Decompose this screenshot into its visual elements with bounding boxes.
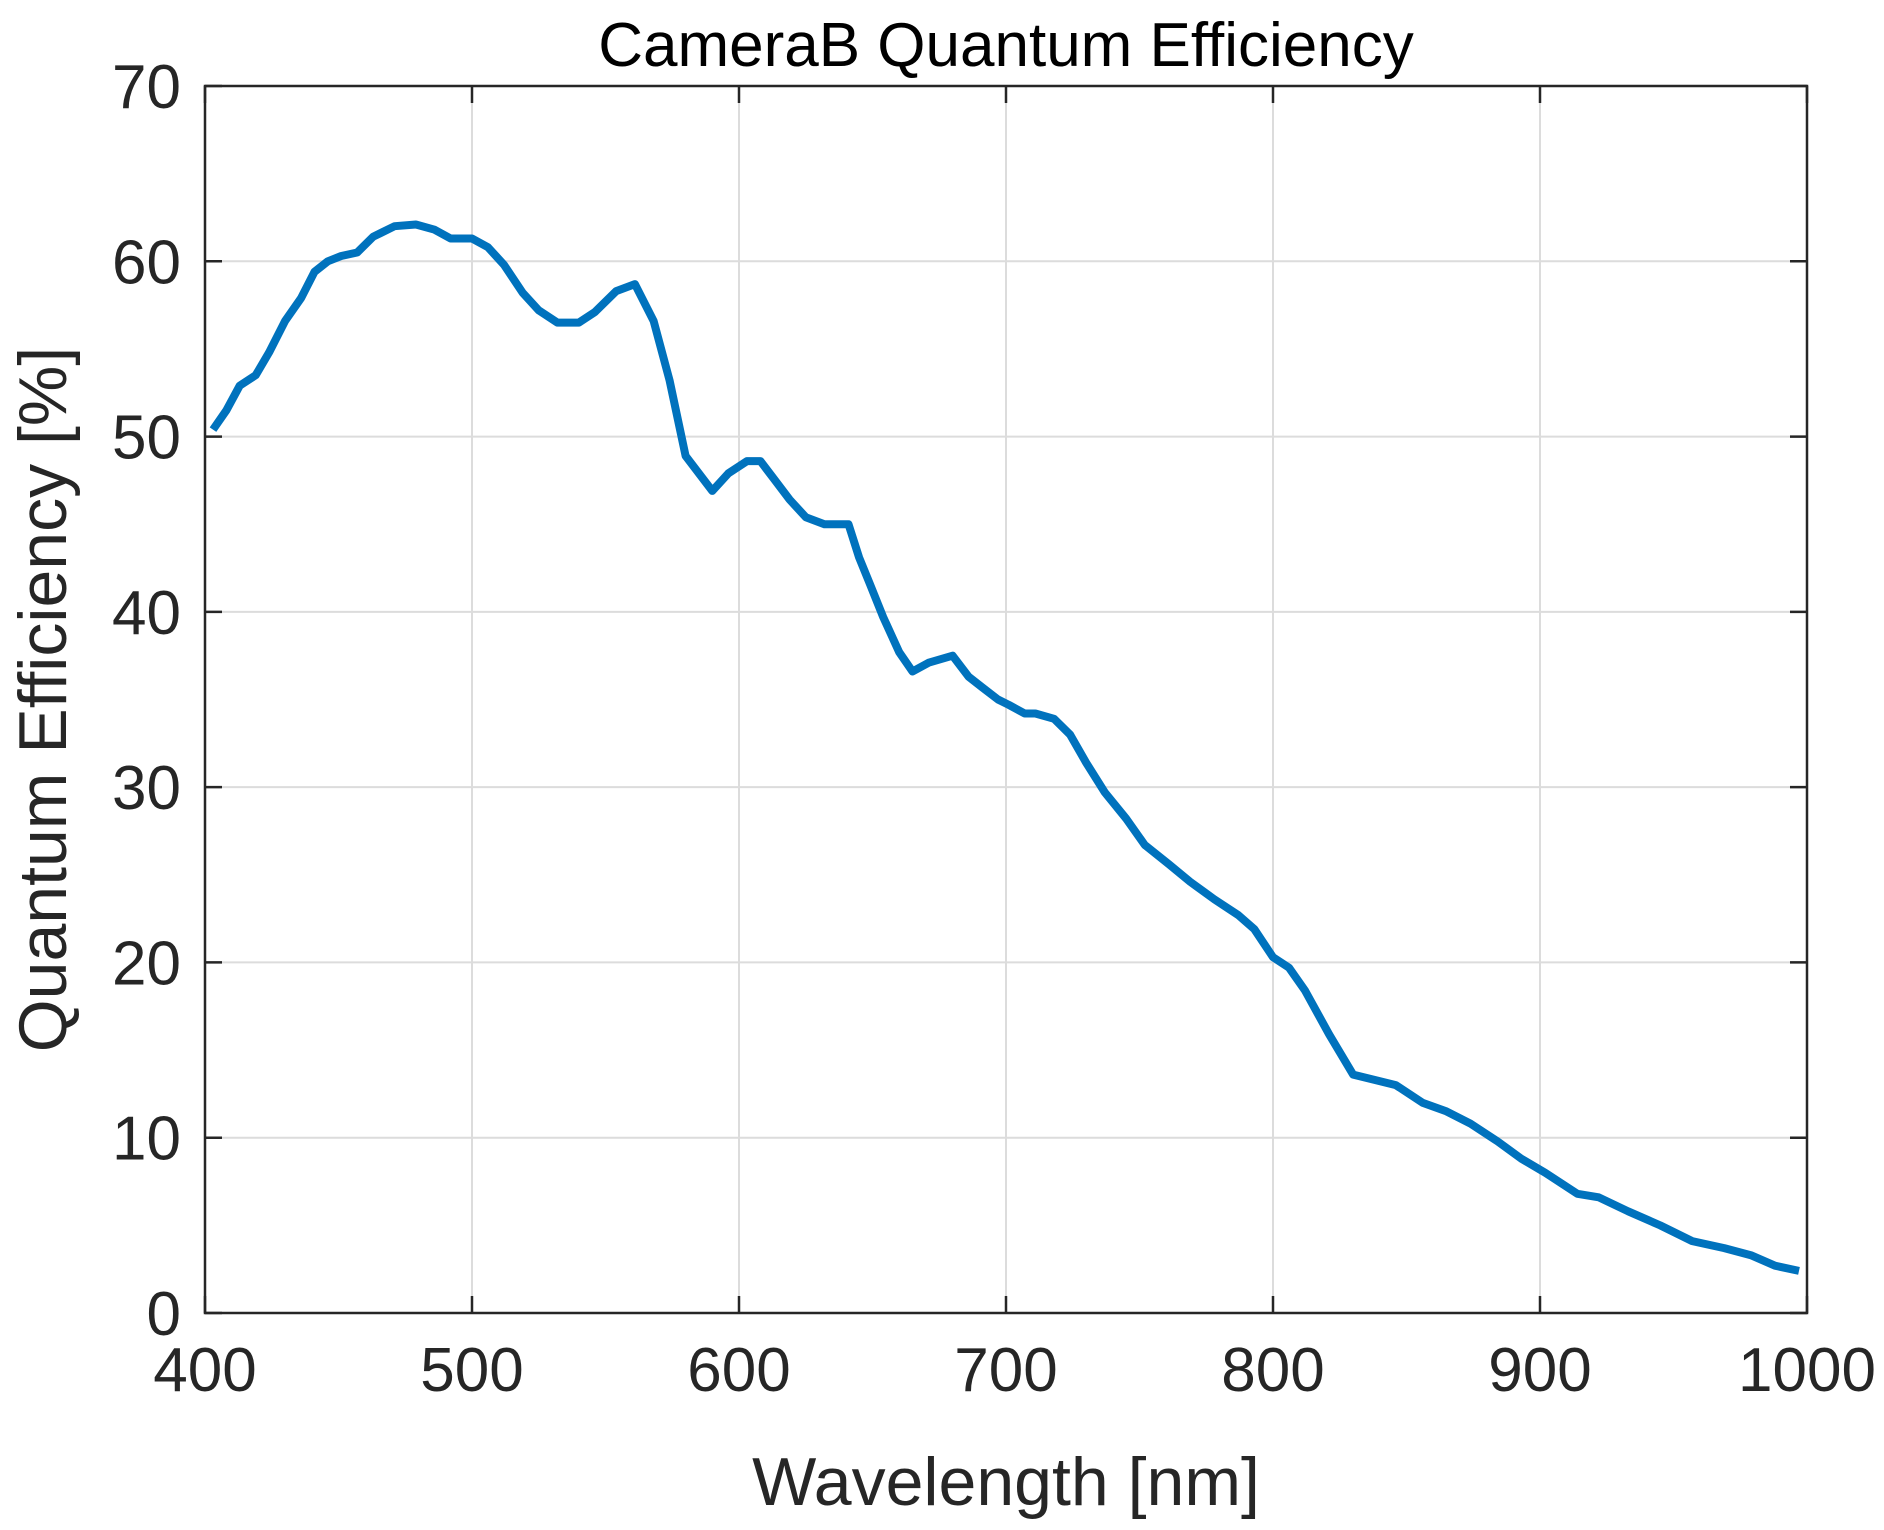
y-axis-title: Quantum Efficiency [%] <box>5 347 81 1053</box>
chart-title: CameraB Quantum Efficiency <box>598 11 1414 80</box>
y-tick-label: 60 <box>112 228 181 297</box>
x-tick-labels: 400 500 600 700 800 900 1000 <box>153 1336 1876 1405</box>
x-tick-label: 500 <box>420 1336 523 1405</box>
grid-lines <box>205 86 1807 1313</box>
y-tick-labels: 0 10 20 30 40 50 60 70 <box>112 53 181 1349</box>
tick-marks <box>203 84 1809 1315</box>
y-tick-label: 40 <box>112 579 181 648</box>
y-tick-label: 70 <box>112 53 181 122</box>
x-tick-label: 400 <box>153 1336 256 1405</box>
x-tick-label: 700 <box>954 1336 1057 1405</box>
x-tick-label: 800 <box>1221 1336 1324 1405</box>
series-line-qe <box>209 220 1800 1275</box>
y-tick-label: 10 <box>112 1105 181 1174</box>
x-tick-label: 900 <box>1488 1336 1591 1405</box>
series-layer <box>209 220 1800 1275</box>
y-tick-label: 20 <box>112 929 181 998</box>
x-tick-label: 1000 <box>1738 1336 1876 1405</box>
x-axis-title: Wavelength [nm] <box>752 1444 1260 1520</box>
y-tick-label: 0 <box>147 1280 181 1349</box>
y-tick-label: 50 <box>112 404 181 473</box>
x-tick-label: 600 <box>687 1336 790 1405</box>
y-tick-label: 30 <box>112 754 181 823</box>
